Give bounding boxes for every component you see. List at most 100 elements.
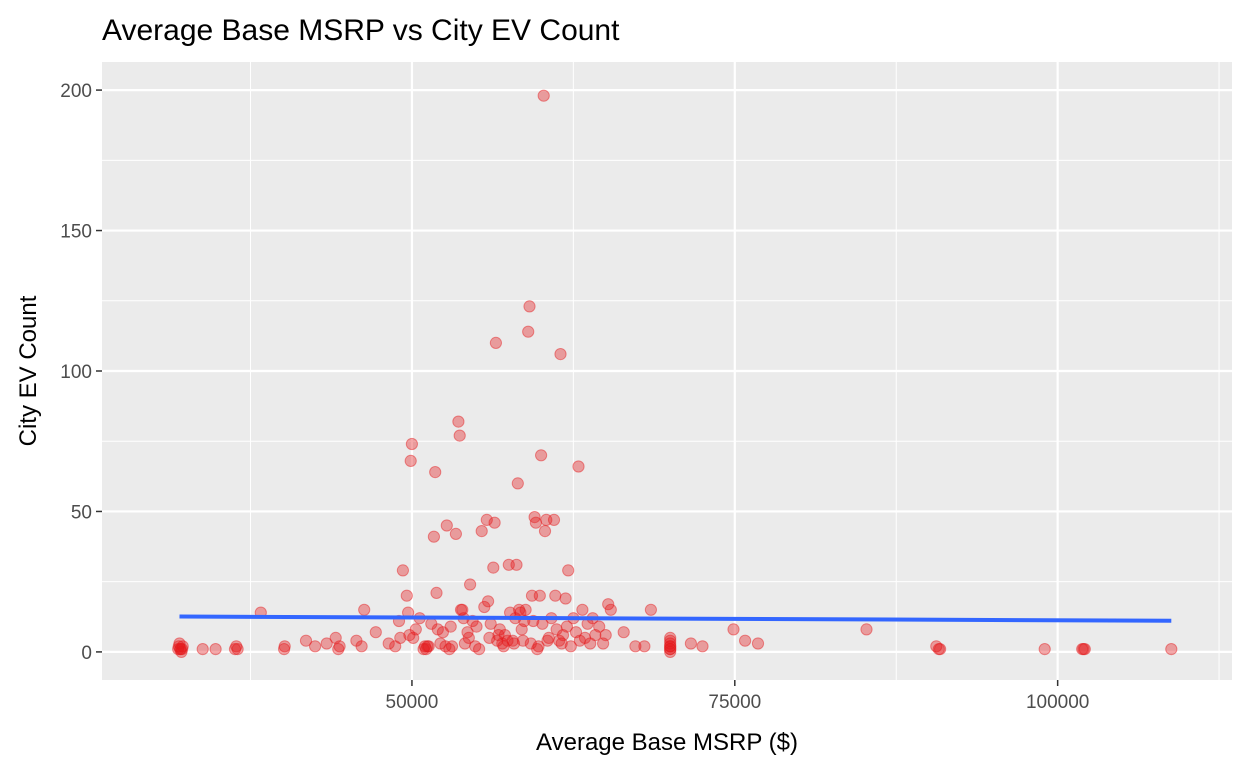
data-point [445, 640, 459, 653]
data-point [369, 626, 382, 639]
data-point [400, 589, 413, 602]
data-point [578, 631, 592, 645]
data-point [664, 640, 677, 653]
data-point [727, 623, 740, 636]
data-point [483, 631, 496, 645]
data-point [358, 603, 371, 616]
data-point [549, 589, 562, 602]
data-point [320, 637, 333, 650]
data-point [934, 643, 947, 656]
data-point [932, 643, 945, 656]
y-tick-label: 0 [81, 643, 92, 664]
data-point [176, 640, 189, 653]
y-tick-label: 50 [71, 502, 92, 523]
data-point [427, 530, 440, 543]
data-point [439, 640, 452, 653]
data-point [443, 643, 456, 656]
data-point [497, 640, 510, 653]
data-point [394, 631, 407, 645]
data-point [209, 643, 222, 656]
y-tick-label: 200 [60, 81, 92, 102]
y-tick-label: 100 [60, 362, 92, 383]
data-point [488, 516, 501, 529]
data-point [487, 561, 500, 574]
data-point [173, 637, 186, 650]
x-tick-label: 75000 [708, 692, 761, 713]
data-point [436, 626, 449, 639]
data-point [480, 513, 493, 527]
data-point [172, 643, 185, 656]
data-point [1038, 643, 1051, 656]
data-point [333, 640, 346, 653]
data-point [403, 629, 416, 642]
data-point [529, 516, 543, 529]
data-point [418, 640, 431, 653]
data-point [458, 637, 471, 650]
data-point [664, 634, 677, 647]
data-point [456, 603, 469, 616]
data-point [469, 640, 482, 653]
data-point [473, 643, 486, 656]
data-point [350, 634, 363, 647]
y-tick-label: 150 [60, 222, 92, 243]
data-point [404, 454, 417, 467]
data-point [405, 437, 418, 451]
data-point [228, 643, 242, 656]
data-point [389, 640, 402, 653]
data-point [1078, 643, 1091, 656]
data-point [407, 631, 420, 645]
data-point [175, 645, 188, 659]
data-point [496, 637, 509, 650]
data-point [576, 603, 589, 616]
data-point [560, 620, 574, 633]
data-point [664, 631, 677, 645]
data-point [547, 513, 561, 527]
data-point [523, 300, 536, 313]
data-point [644, 603, 658, 616]
data-point [489, 336, 502, 349]
data-point [569, 626, 583, 639]
data-point [492, 629, 505, 642]
data-point [470, 620, 483, 633]
data-point [299, 634, 313, 647]
data-point [382, 637, 395, 650]
data-point [511, 477, 524, 490]
data-point [597, 637, 610, 650]
data-point [172, 640, 185, 653]
data-point [510, 558, 523, 571]
trend-line-layer [179, 614, 1172, 623]
data-point [696, 640, 709, 653]
data-point [604, 603, 617, 616]
data-point [550, 623, 563, 636]
data-point [533, 589, 546, 602]
data-point [309, 640, 322, 653]
data-point [421, 640, 434, 653]
data-point [556, 629, 570, 642]
major-gridlines [102, 62, 1232, 680]
data-point [409, 623, 422, 636]
data-point [602, 598, 615, 611]
data-point [420, 643, 433, 656]
data-point [638, 640, 651, 653]
data-point [453, 429, 466, 442]
data-point [478, 600, 491, 614]
data-point [664, 643, 677, 656]
x-axis: 50000 75000 100000 [386, 680, 1089, 713]
data-point [540, 513, 553, 527]
data-point [524, 637, 537, 650]
data-point [431, 623, 444, 636]
data-point [684, 637, 698, 650]
data-point [554, 348, 567, 361]
data-point [493, 623, 506, 636]
data-point [664, 637, 677, 650]
data-point [573, 634, 586, 647]
data-point [525, 589, 539, 602]
data-point [278, 643, 291, 656]
data-point [174, 643, 187, 656]
data-point [538, 525, 552, 538]
data-point [513, 603, 526, 616]
data-point [502, 558, 515, 571]
data-point [535, 449, 548, 462]
data-point [355, 640, 368, 653]
